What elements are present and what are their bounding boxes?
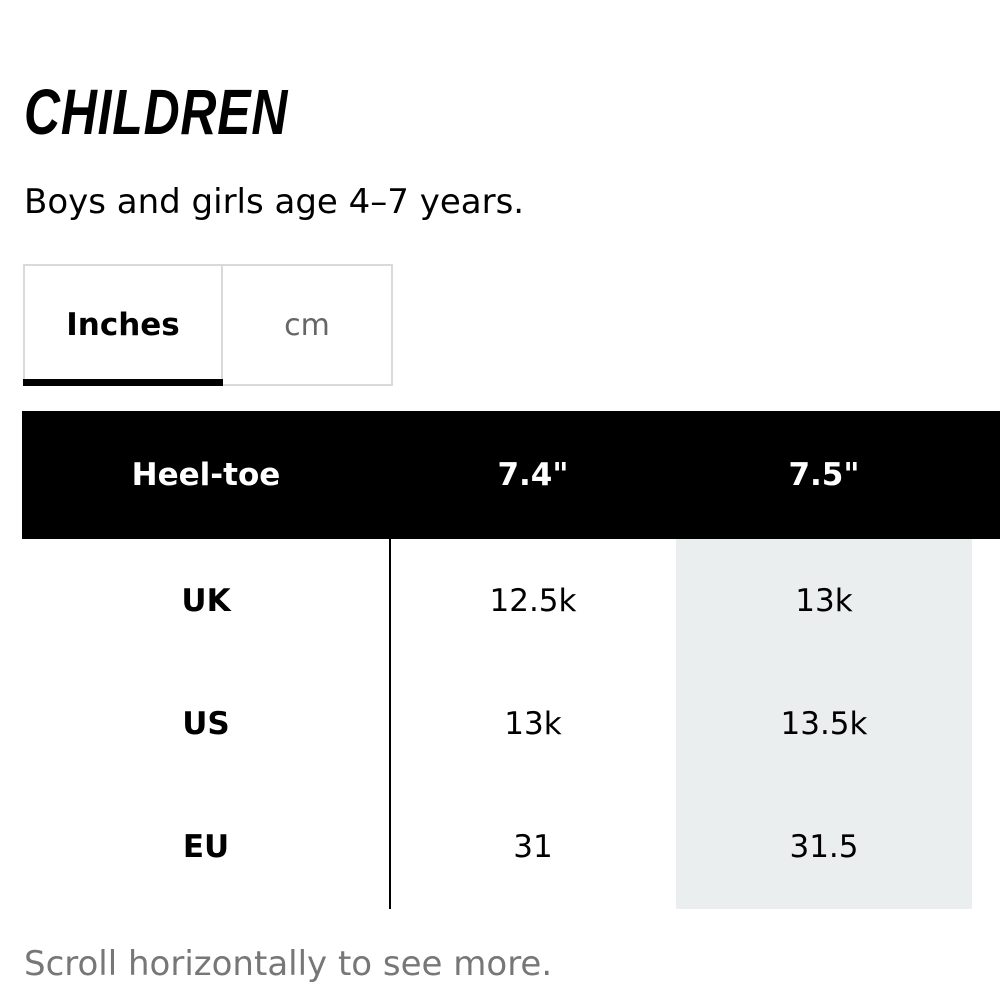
table-cell: 13k xyxy=(504,705,562,742)
table-row-eu: EU 31 31.5 xyxy=(22,785,1000,908)
table-header-row: Heel-toe 7.4" 7.5" xyxy=(22,411,1000,539)
table-cell: 12.5k xyxy=(489,582,577,619)
table-cell: 13.5k xyxy=(780,705,868,742)
row-label: EU xyxy=(182,828,230,865)
page-title: CHILDREN xyxy=(24,76,289,148)
size-table[interactable]: Heel-toe 7.4" 7.5" UK 12.5k 13k US 13k 1… xyxy=(22,411,1000,909)
table-body: UK 12.5k 13k US 13k 13.5k EU 31 31.5 xyxy=(22,539,1000,909)
page-subtitle: Boys and girls age 4–7 years. xyxy=(24,182,525,222)
table-cell: 31.5 xyxy=(789,828,859,865)
unit-tab-inches-label: Inches xyxy=(66,307,180,343)
column-divider xyxy=(389,539,391,909)
header-label: Heel-toe xyxy=(131,457,281,493)
table-row-uk: UK 12.5k 13k xyxy=(22,539,1000,662)
unit-toggle: Inches cm xyxy=(23,264,393,386)
unit-tab-cm-label: cm xyxy=(284,307,330,343)
unit-tab-cm[interactable]: cm xyxy=(223,264,393,386)
row-label: US xyxy=(182,705,230,742)
table-cell: 31 xyxy=(513,828,553,865)
table-cell: 13k xyxy=(795,582,853,619)
header-column-2: 7.5" xyxy=(788,457,860,493)
unit-tab-inches[interactable]: Inches xyxy=(23,264,223,386)
row-label: UK xyxy=(181,582,231,619)
highlighted-column xyxy=(676,539,972,909)
active-tab-indicator xyxy=(23,379,223,386)
table-row-us: US 13k 13.5k xyxy=(22,662,1000,785)
scroll-hint: Scroll horizontally to see more. xyxy=(24,944,553,984)
header-column-1: 7.4" xyxy=(497,457,569,493)
